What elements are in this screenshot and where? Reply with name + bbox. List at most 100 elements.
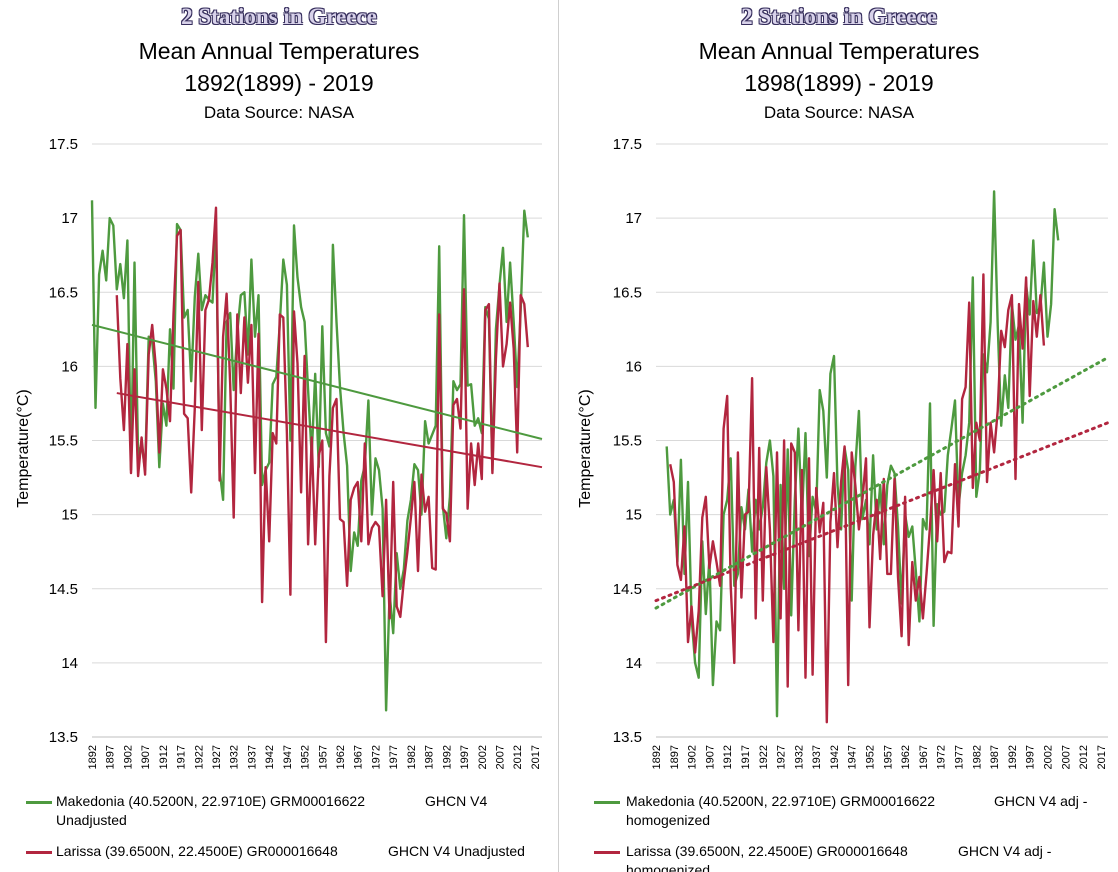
x-tick-label: 1902 [687, 745, 699, 769]
chart-title-line2: Mean Annual Temperatures [698, 38, 980, 64]
y-axis-label: Temperature(°C) [15, 389, 32, 507]
x-tick-label: 1942 [264, 745, 276, 769]
line-chart: 17.5 17 16.5 16 15.5 15 14.5 14 13.5 1892 1897 1902… [577, 136, 1110, 769]
legend-label-makedonia-line2: homogenized [626, 812, 711, 828]
x-tick-label: 1982 [406, 745, 418, 769]
x-tick-label: 1942 [829, 745, 841, 769]
legend-suffix-makedonia: GHCN V4 [425, 793, 488, 809]
x-tick-label: 1957 [882, 745, 894, 769]
x-tick-label: 1997 [459, 745, 471, 769]
x-tick-label: 1912 [722, 745, 734, 769]
y-tick-label: 16 [625, 358, 642, 375]
y-tick-label: 13.5 [613, 729, 642, 746]
x-tick-label: 2012 [1078, 745, 1090, 769]
x-tick-label: 1902 [122, 745, 134, 769]
legend-swatch-makedonia [594, 801, 620, 804]
legend-label-larissa: Larissa (39.6500N, 22.4500E) GR000016648 [56, 843, 338, 859]
x-tick-label: 1982 [971, 745, 983, 769]
y-tick-label: 15 [625, 507, 642, 524]
y-tick-label: 14 [61, 655, 78, 672]
x-tick-label: 1992 [441, 745, 453, 769]
y-tick-label: 15.5 [49, 433, 78, 450]
x-tick-label: 1992 [1007, 745, 1019, 769]
x-tick-label: 1927 [211, 745, 223, 769]
x-tick-label: 1907 [140, 745, 152, 769]
x-tick-label: 1997 [1025, 745, 1037, 769]
x-tick-label: 1957 [317, 745, 329, 769]
line-chart: 17.5 17 16.5 16 15.5 15 14.5 14 13.5 1892 1897 1902… [15, 136, 543, 769]
legend-suffix-larissa: GHCN V4 Unadjusted [388, 843, 525, 859]
chart-subtitle: Data Source: NASA [203, 103, 355, 122]
legend-label-makedonia: Makedonia (40.5200N, 22.9710E) GRM000166… [626, 793, 935, 809]
y-tick-label: 13.5 [49, 729, 78, 746]
x-tick-label: 1952 [300, 745, 312, 769]
legend-label-larissa-line2: homogenized [626, 862, 711, 872]
x-tick-label: 1947 [282, 745, 294, 769]
legend-item-makedonia: Makedonia (40.5200N, 22.9710E) GRM000166… [594, 792, 1114, 832]
x-tick-label: 1937 [246, 745, 258, 769]
legend-item-makedonia: Makedonia (40.5200N, 22.9710E) GRM000166… [26, 792, 556, 832]
x-tick-label: 1962 [900, 745, 912, 769]
y-tick-label: 16 [61, 358, 78, 375]
y-tick-label: 17 [625, 210, 642, 227]
x-tick-label: 1972 [370, 745, 382, 769]
chart-panel-right: 2 Stations in Greece Mean Annual Tempera… [560, 0, 1118, 872]
x-tick-label: 1927 [776, 745, 788, 769]
legend-label-makedonia-line2: Unadjusted [56, 812, 127, 828]
x-tick-label: 1967 [353, 745, 365, 769]
series-line-makedonia [90, 200, 529, 712]
x-tick-label: 1917 [740, 745, 752, 769]
legend-item-larissa: Larissa (39.6500N, 22.4500E) GR000016648… [26, 842, 556, 864]
x-tick-label: 1987 [989, 745, 1001, 769]
x-tick-label: 1907 [704, 745, 716, 769]
chart-title-line2: Mean Annual Temperatures [138, 38, 420, 64]
y-tick-label: 14 [625, 655, 642, 672]
trend-line-makedonia [654, 355, 1110, 610]
x-tick-label: 1917 [176, 745, 188, 769]
x-tick-label: 1932 [793, 745, 805, 769]
x-tick-label: 1897 [105, 745, 117, 769]
trend-line-larissa [654, 421, 1110, 603]
legend-item-larissa: Larissa (39.6500N, 22.4500E) GR000016648… [594, 842, 1114, 872]
legend-swatch-larissa [594, 851, 620, 854]
y-tick-label: 15.5 [613, 433, 642, 450]
y-tick-label: 16.5 [49, 284, 78, 301]
x-tick-label: 2002 [1042, 745, 1054, 769]
y-tick-label: 14.5 [49, 581, 78, 598]
x-tick-label: 1947 [847, 745, 859, 769]
x-tick-label: 1912 [158, 745, 170, 769]
series-line-larissa [669, 273, 1046, 724]
legend-suffix-makedonia: GHCN V4 adj - [994, 793, 1088, 809]
x-tick-label: 1892 [651, 745, 663, 769]
chart-title-line1: 2 Stations in Greece [741, 4, 937, 29]
x-tick-label: 1972 [936, 745, 948, 769]
x-tick-label: 1897 [669, 745, 681, 769]
x-tick-label: 2007 [494, 745, 506, 769]
legend-swatch-makedonia [26, 801, 52, 804]
x-tick-label: 1962 [335, 745, 347, 769]
y-tick-label: 17 [61, 210, 78, 227]
x-tick-label: 1932 [229, 745, 241, 769]
legend-suffix-larissa: GHCN V4 adj - [958, 843, 1052, 859]
x-tick-label: 2012 [512, 745, 524, 769]
legend-label-larissa: Larissa (39.6500N, 22.4500E) GR000016648 [626, 843, 908, 859]
x-tick-label: 1987 [424, 745, 436, 769]
x-tick-label: 2007 [1060, 745, 1072, 769]
y-tick-label: 15 [61, 507, 78, 524]
x-tick-label: 1967 [918, 745, 930, 769]
y-tick-label: 17.5 [49, 136, 78, 153]
x-tick-label: 1922 [758, 745, 770, 769]
chart-panel-left: 2 Stations in Greece Mean Annual Tempera… [0, 0, 558, 872]
legend-swatch-larissa [26, 851, 52, 854]
x-tick-label: 2017 [530, 745, 542, 769]
chart-title-line1: 2 Stations in Greece [181, 4, 377, 29]
x-tick-label: 1937 [811, 745, 823, 769]
x-tick-label: 1952 [865, 745, 877, 769]
x-tick-label: 2017 [1096, 745, 1108, 769]
y-tick-label: 16.5 [613, 284, 642, 301]
y-axis-label: Temperature(°C) [577, 389, 594, 507]
trend-line-makedonia [91, 323, 543, 440]
trend-line-larissa [116, 392, 543, 469]
y-tick-label: 17.5 [613, 136, 642, 153]
x-tick-label: 1892 [87, 745, 99, 769]
